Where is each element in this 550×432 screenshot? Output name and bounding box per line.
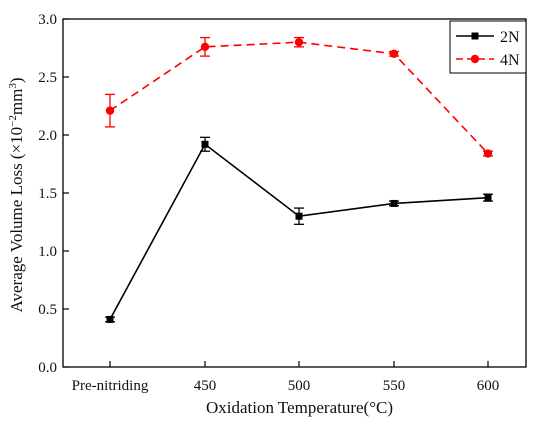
legend-item-4N: 4N [456, 52, 520, 69]
x-tick-label: 450 [194, 378, 217, 394]
x-tick-label: 550 [383, 378, 406, 394]
x-axis-title: Oxidation Temperature(°C) [206, 398, 393, 417]
data-point [106, 315, 114, 323]
data-point [201, 140, 209, 148]
series-2N [105, 136, 493, 323]
y-tick-label: 0.5 [38, 302, 57, 318]
legend-item-2N: 2N [456, 29, 520, 46]
data-point [200, 42, 210, 52]
data-point [484, 194, 492, 202]
series-4N [105, 36, 493, 158]
y-tick-label: 0.0 [38, 360, 57, 376]
y-tick-label: 2.5 [38, 70, 57, 86]
legend-marker [470, 54, 480, 64]
data-point [294, 38, 304, 47]
data-point [389, 49, 399, 58]
y-tick-label: 3.0 [38, 12, 57, 28]
x-tick-label: 600 [477, 378, 500, 394]
y-tick-label: 1.5 [38, 186, 57, 202]
data-point [105, 106, 115, 115]
data-point [390, 199, 398, 207]
legend-label: 2N [500, 29, 520, 46]
legend-marker [471, 32, 479, 40]
legend-label: 4N [500, 52, 520, 69]
x-tick-label: Pre-nitriding [72, 378, 149, 394]
y-axis-title: Average Volume Loss (×10−2mm3) [7, 77, 26, 312]
y-tick-label: 2.0 [38, 128, 57, 144]
x-tick-label: 500 [288, 378, 311, 394]
y-tick-label: 1.0 [38, 244, 57, 260]
legend-box [449, 20, 527, 74]
data-point [483, 149, 493, 158]
series-line [109, 143, 489, 320]
series-line [109, 41, 489, 155]
data-point [295, 212, 303, 220]
